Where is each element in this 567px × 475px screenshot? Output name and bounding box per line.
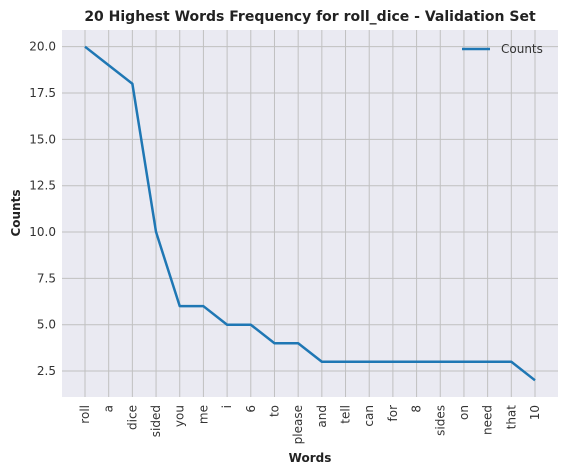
x-tick-label: roll bbox=[78, 405, 92, 424]
y-axis-label: Counts bbox=[9, 189, 23, 236]
y-tick-label: 5.0 bbox=[37, 318, 56, 332]
x-tick-label: you bbox=[173, 405, 187, 427]
y-tick-label: 10.0 bbox=[29, 225, 56, 239]
x-tick-label: that bbox=[504, 405, 518, 430]
y-tick-label: 15.0 bbox=[29, 132, 56, 146]
y-axis-ticks: 2.5 5.0 7.5 10.0 12.5 15.0 17.5 20.0 bbox=[29, 40, 56, 378]
plot-area bbox=[62, 30, 558, 397]
x-tick-label: 10 bbox=[528, 405, 542, 420]
x-tick-label: me bbox=[196, 405, 210, 424]
y-tick-label: 2.5 bbox=[37, 364, 56, 378]
series-group bbox=[84, 45, 536, 382]
y-tick-label: 20.0 bbox=[29, 40, 56, 54]
x-tick-label: tell bbox=[339, 405, 353, 424]
legend-label: Counts bbox=[501, 42, 543, 56]
legend: Counts bbox=[462, 42, 543, 56]
x-tick-label: sides bbox=[433, 405, 447, 436]
x-axis-ticks: roll a dice sided you me i 6 to please and tell can f… bbox=[78, 405, 542, 445]
x-tick-label: sided bbox=[149, 405, 163, 437]
x-tick-label: and bbox=[315, 405, 329, 428]
x-tick-label: 8 bbox=[410, 405, 424, 413]
x-tick-label: please bbox=[291, 405, 305, 444]
grid-lines bbox=[62, 30, 558, 397]
chart-title: 20 Highest Words Frequency for roll_dice… bbox=[84, 9, 536, 25]
x-axis-label: Words bbox=[289, 451, 332, 465]
x-tick-label: can bbox=[362, 405, 376, 427]
x-tick-label: a bbox=[102, 405, 116, 412]
x-tick-label: i bbox=[220, 405, 234, 408]
x-tick-label: 6 bbox=[244, 405, 258, 413]
x-tick-label: on bbox=[457, 405, 471, 420]
x-tick-label: for bbox=[386, 405, 400, 422]
series-line bbox=[84, 45, 536, 382]
x-tick-label: to bbox=[267, 405, 281, 417]
x-tick-label: dice bbox=[125, 405, 139, 430]
y-tick-label: 17.5 bbox=[29, 86, 56, 100]
y-tick-label: 7.5 bbox=[37, 271, 56, 285]
y-tick-label: 12.5 bbox=[29, 179, 56, 193]
x-tick-label: need bbox=[481, 405, 495, 435]
